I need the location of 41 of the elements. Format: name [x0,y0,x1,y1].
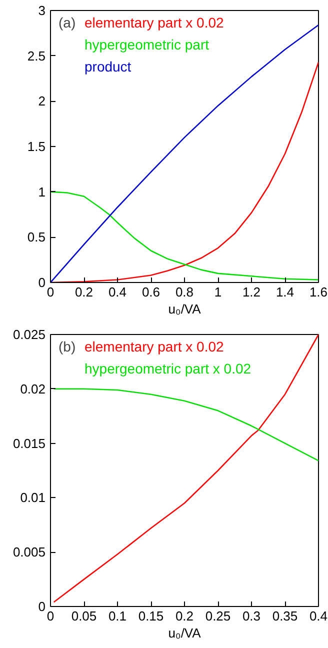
x-tick-label: 0.35 [272,608,298,624]
y-tick-label: 0.5 [27,230,46,245]
line-series [50,191,318,280]
annotation: (a) [58,14,76,30]
x-axis-title: u₀/VA [168,302,202,316]
x-tick-label: 0.15 [138,608,164,624]
x-tick-label: 1.4 [276,284,294,300]
x-tick-label: 0.25 [205,608,231,624]
y-tick-label: 0 [38,275,46,290]
text: hypergeometric part [84,36,210,52]
x-tick-label: 0.8 [175,284,194,300]
y-tick-label: 1.5 [27,139,46,154]
y-tick-label: 0.01 [20,490,46,506]
series-label: hypergeometric part x 0.02 [84,360,252,376]
x-tick-label: 0.05 [71,608,97,624]
x-tick-label: 0.2 [74,284,94,300]
line-series [53,334,318,603]
x-tick-label: 1.6 [309,284,328,300]
text: elementary part x 0.02 [84,14,224,30]
y-tick-label: 0.015 [12,436,46,451]
x-tick-label: 0.4 [309,608,328,624]
y-tick-label: 2.5 [27,48,46,64]
text: product [84,58,132,74]
y-tick-label: 1 [38,184,46,200]
annotation: (b) [58,338,76,354]
y-tick-label: 0.025 [12,327,46,342]
x-tick-label: 1.2 [242,284,261,300]
x-tick-label: 1 [214,284,222,300]
y-tick-label: 2 [38,94,46,109]
x-tick-label: 0.2 [175,608,194,624]
y-tick-label: 0 [38,599,46,614]
x-tick-label: 0.3 [242,608,261,624]
line-series [53,388,318,462]
x-tick-label: 0.6 [142,284,160,300]
y-tick-label: 3 [38,3,46,18]
text: elementary part x 0.02 [84,338,224,354]
x-axis-title: u₀/VA [168,626,202,640]
y-tick-label: 0.02 [20,381,46,396]
x-tick-label: 0.1 [108,608,127,624]
y-tick-label: 0.005 [12,544,46,560]
x-tick-label: 0.4 [108,284,127,300]
